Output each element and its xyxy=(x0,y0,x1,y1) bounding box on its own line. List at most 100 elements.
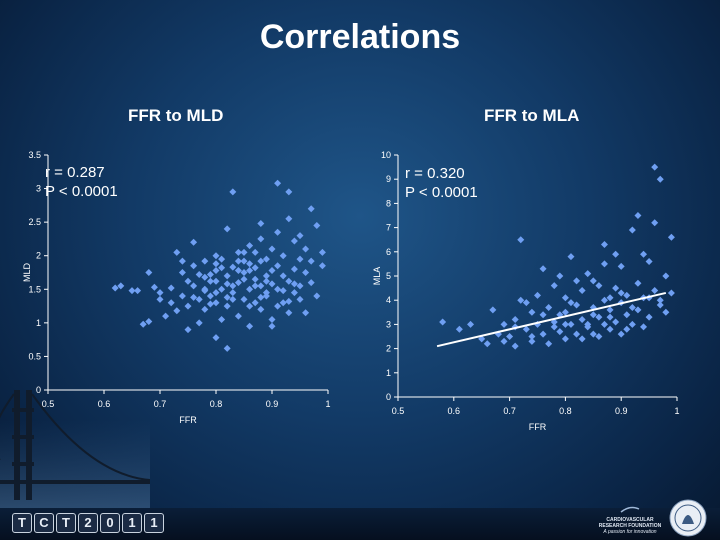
mla-data-point xyxy=(600,296,608,304)
mld-data-point xyxy=(296,295,304,303)
mla-data-point xyxy=(628,320,636,328)
logo-letter: 0 xyxy=(100,513,120,533)
mld-data-point xyxy=(184,277,192,285)
mla-data-point xyxy=(550,323,558,331)
mld-data-point xyxy=(234,257,242,265)
mld-data-point xyxy=(240,257,248,265)
mla-y-tick-label: 6 xyxy=(386,247,391,257)
crf-swoosh-icon xyxy=(620,506,640,513)
mla-data-point xyxy=(617,262,625,270)
mld-data-point xyxy=(128,287,136,295)
mla-y-tick-label: 0 xyxy=(386,392,391,402)
mla-data-point xyxy=(623,291,631,299)
logo-letter: 1 xyxy=(122,513,142,533)
mla-data-point xyxy=(489,306,497,314)
mla-data-point xyxy=(640,323,648,331)
mld-data-point xyxy=(167,284,175,292)
mld-data-point xyxy=(223,272,231,280)
mla-y-tick-label: 5 xyxy=(386,271,391,281)
left-p-value: P < 0.0001 xyxy=(45,183,118,200)
golden-gate-bridge-graphic xyxy=(0,390,150,510)
mld-data-point xyxy=(229,295,237,303)
mld-data-point xyxy=(279,287,287,295)
mld-data-point xyxy=(156,289,164,297)
mld-data-point xyxy=(234,279,242,287)
mla-data-point xyxy=(511,316,519,324)
tct-2011-logo: T C T 2 0 1 1 xyxy=(12,513,164,533)
mla-data-point xyxy=(634,306,642,314)
mld-data-point xyxy=(229,263,237,271)
mld-y-tick-label: 1.5 xyxy=(28,284,41,294)
mld-data-point xyxy=(201,287,209,295)
mla-data-point xyxy=(545,303,553,311)
mla-x-tick-label: 0.7 xyxy=(503,406,516,416)
mld-data-point xyxy=(313,222,321,229)
mld-data-point xyxy=(223,280,231,288)
logo-letter: C xyxy=(34,513,54,533)
mld-data-point xyxy=(234,248,242,256)
mla-data-point xyxy=(667,289,675,297)
logo-letter: T xyxy=(56,513,76,533)
mld-data-point xyxy=(139,320,147,328)
mld-data-point xyxy=(268,245,276,253)
mla-data-point xyxy=(528,333,536,340)
mla-data-point xyxy=(561,294,569,302)
mld-data-point xyxy=(285,297,293,305)
mla-y-tick-label: 7 xyxy=(386,223,391,233)
mla-data-point xyxy=(628,303,636,311)
mla-x-tick-label: 0.5 xyxy=(392,406,405,416)
mla-x-tick-label: 0.9 xyxy=(615,406,628,416)
mla-data-point xyxy=(578,316,586,324)
mla-data-point xyxy=(578,287,586,295)
mla-data-point xyxy=(595,313,603,321)
mla-data-point xyxy=(656,301,664,309)
slide-title: Correlations xyxy=(259,18,461,56)
mla-data-point xyxy=(589,277,597,285)
mld-data-point xyxy=(274,302,282,310)
mld-data-point xyxy=(212,334,220,342)
mla-data-point xyxy=(589,311,597,319)
mla-data-point xyxy=(539,265,547,273)
mla-y-tick-label: 10 xyxy=(381,150,391,160)
mld-data-point xyxy=(302,269,310,276)
mla-data-point xyxy=(556,272,564,280)
mld-x-tick-label: 0.9 xyxy=(266,399,279,409)
mla-trend-line xyxy=(436,291,667,348)
mld-data-point xyxy=(251,248,259,256)
mla-data-point xyxy=(617,289,625,297)
mld-data-point xyxy=(251,275,259,283)
mld-x-axis-label: FFR xyxy=(179,415,197,425)
mld-data-point xyxy=(195,319,203,327)
mld-data-point xyxy=(246,260,254,268)
mld-data-point xyxy=(274,285,282,293)
mld-data-point xyxy=(251,264,259,272)
mld-data-point xyxy=(262,255,270,263)
mld-data-point xyxy=(178,292,186,300)
mld-data-point xyxy=(240,269,248,276)
mld-data-point xyxy=(307,205,315,213)
mla-y-tick-label: 3 xyxy=(386,319,391,329)
mld-data-point xyxy=(279,252,287,260)
mld-data-point xyxy=(234,312,242,320)
right-stats: r = 0.320 P < 0.0001 xyxy=(405,164,478,202)
crf-line2: RESEARCH FOUNDATION xyxy=(598,523,662,529)
mla-data-point xyxy=(640,250,648,258)
mla-y-tick-label: 8 xyxy=(386,198,391,208)
logo-letter: 1 xyxy=(144,513,164,533)
left-stats: r = 0.287 P < 0.0001 xyxy=(45,163,118,201)
mla-data-point xyxy=(612,250,620,258)
mla-data-point xyxy=(522,299,530,307)
mld-data-point xyxy=(257,235,265,243)
mld-y-tick-label: 3 xyxy=(36,184,41,194)
mld-data-point xyxy=(302,309,310,317)
mld-data-point xyxy=(318,262,326,270)
mld-data-point xyxy=(178,257,186,265)
mla-data-point xyxy=(455,325,463,333)
mla-data-point xyxy=(500,337,508,345)
mld-data-point xyxy=(251,282,259,290)
right-p-value: P < 0.0001 xyxy=(405,184,478,201)
mld-x-tick-label: 0.7 xyxy=(154,399,167,409)
mla-data-point xyxy=(589,330,597,338)
mld-data-point xyxy=(206,277,214,285)
